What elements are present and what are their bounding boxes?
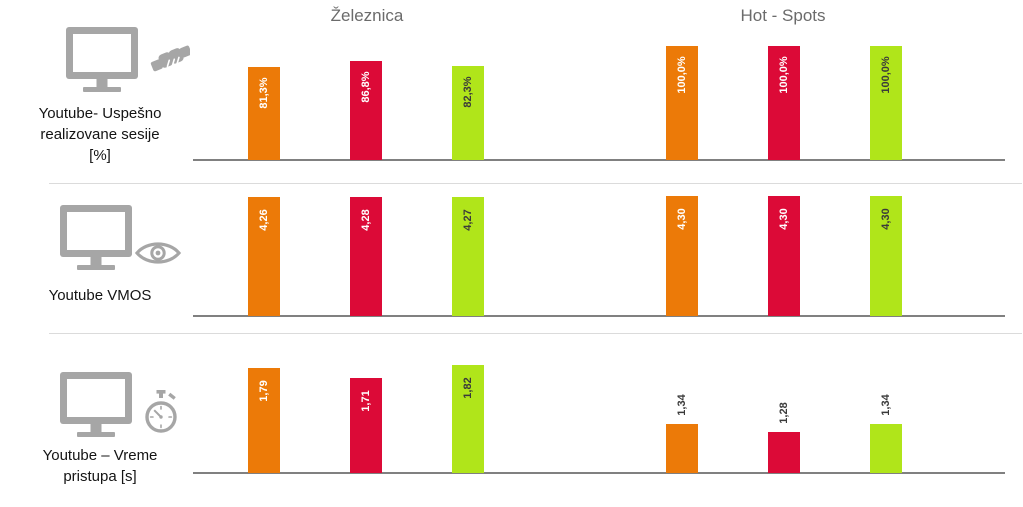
- bar-red-row1-group2: [768, 46, 800, 160]
- bar-value-label: 100,0%: [676, 56, 688, 94]
- axis-line-row2: [193, 315, 1005, 317]
- axis-line-row1: [193, 159, 1005, 161]
- column-header-hot-spots: Hot - Spots: [740, 6, 826, 25]
- bar-value-label: 1,34: [676, 394, 688, 416]
- column-header-zeleznica: Železnica: [330, 6, 404, 25]
- bar-green-row2-group1: [452, 197, 484, 316]
- bar-orange-row2-group1: [248, 197, 280, 316]
- row-label-youtube-sessions: Youtube- Uspešno realizovane sesije [%]: [5, 103, 195, 166]
- bar-value-label: 82,3%: [462, 76, 474, 108]
- row-label-line: realizovane sesije: [40, 126, 160, 143]
- bar-value-label: 4,30: [676, 208, 688, 230]
- monitor-eye-icon: [60, 205, 182, 270]
- bar-value-label: 1,82: [462, 377, 474, 399]
- bar-value-label: 4,26: [258, 209, 270, 231]
- bar-orange-row3-group2: [666, 424, 698, 473]
- bar-value-label: 4,30: [880, 208, 892, 230]
- bar-green-row3-group1: [452, 365, 484, 473]
- bar-red-row1-group1: [350, 61, 382, 160]
- row-divider-2: [49, 333, 1022, 334]
- bar-red-row3-group2: [768, 432, 800, 473]
- monitor-stopwatch-icon: [60, 372, 177, 437]
- bar-value-label: 1,28: [778, 402, 790, 424]
- row-divider-1: [49, 183, 1022, 184]
- bar-value-label: 4,30: [778, 208, 790, 230]
- bar-value-label: 1,79: [258, 380, 270, 402]
- row-label-youtube-access-time: Youtube – Vreme pristupa [s]: [5, 445, 195, 487]
- bar-orange-row3-group1: [248, 368, 280, 473]
- row-label-line: [%]: [89, 147, 111, 164]
- axis-line-row3: [193, 472, 1005, 474]
- handshake-glyph: [150, 45, 190, 72]
- bar-value-label: 4,28: [360, 209, 372, 231]
- bar-value-label: 100,0%: [778, 56, 790, 94]
- bar-value-label: 4,27: [462, 209, 474, 231]
- bar-red-row2-group2: [768, 196, 800, 316]
- bar-red-row3-group1: [350, 378, 382, 473]
- stopwatch-glyph: [145, 390, 177, 433]
- bar-value-label: 1,71: [360, 390, 372, 412]
- bar-value-label: 100,0%: [880, 56, 892, 94]
- bar-orange-row2-group2: [666, 196, 698, 316]
- row-label-line: Youtube- Uspešno: [38, 105, 162, 122]
- row-label-line: Youtube – Vreme: [42, 447, 158, 464]
- bar-value-label: 1,34: [880, 394, 892, 416]
- row-label-youtube-vmos: Youtube VMOS: [5, 285, 195, 306]
- bar-value-label: 86,8%: [360, 71, 372, 103]
- bar-green-row2-group2: [870, 196, 902, 316]
- bar-green-row1-group2: [870, 46, 902, 160]
- bar-red-row2-group1: [350, 197, 382, 316]
- bar-green-row3-group2: [870, 424, 902, 473]
- monitor-handshake-icon: [66, 27, 190, 92]
- row-label-line: pristupa [s]: [63, 468, 137, 485]
- bar-orange-row1-group1: [248, 67, 280, 160]
- eye-glyph: [134, 242, 182, 264]
- bar-green-row1-group1: [452, 66, 484, 160]
- row-label-line: Youtube VMOS: [48, 287, 152, 304]
- bar-orange-row1-group2: [666, 46, 698, 160]
- bar-value-label: 81,3%: [258, 77, 270, 109]
